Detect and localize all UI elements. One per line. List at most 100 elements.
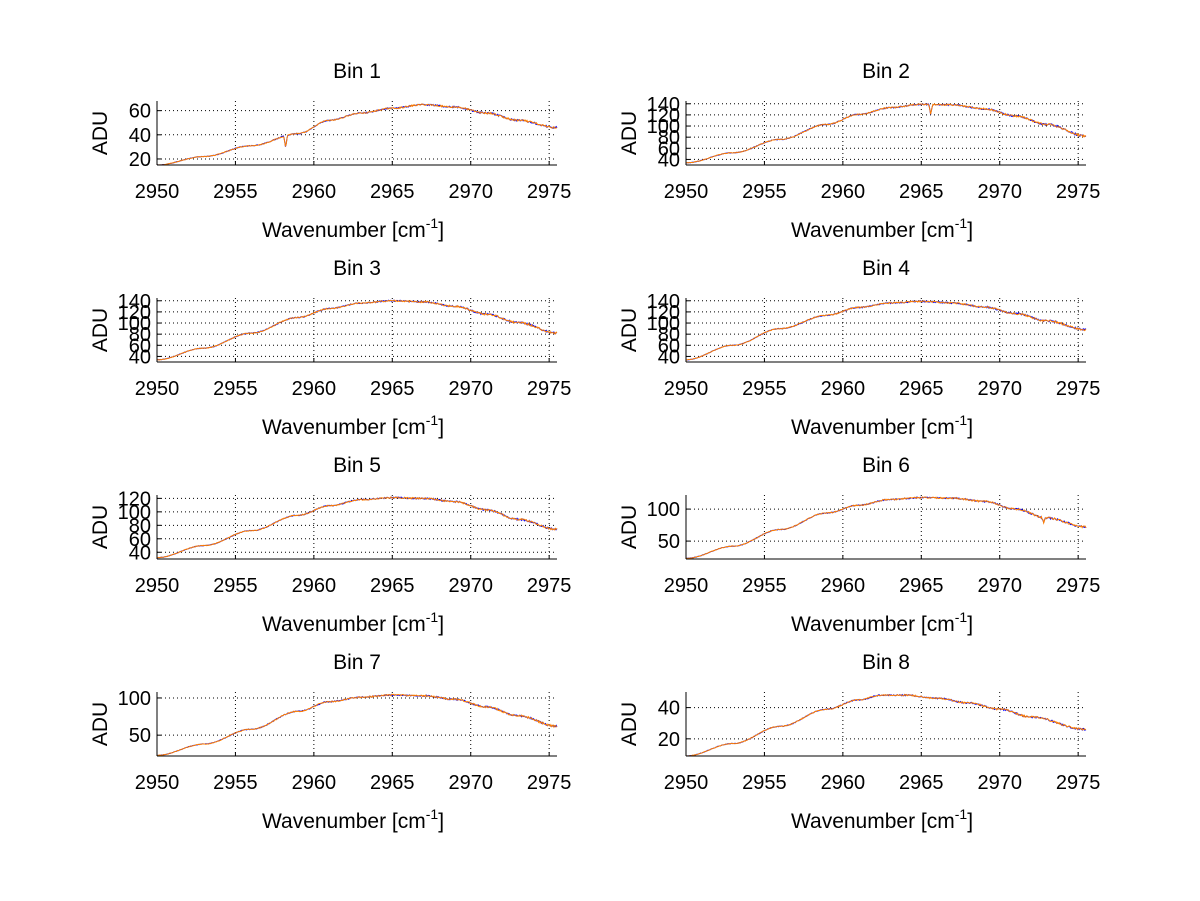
y-tick-label: 40 — [658, 149, 680, 171]
x-tick-label: 2955 — [742, 378, 787, 400]
y-tick-label: 120 — [118, 488, 151, 510]
x-axis-title-end: ] — [967, 219, 973, 242]
y-tick-label: 40 — [658, 698, 680, 720]
x-axis-title-end: ] — [967, 416, 973, 439]
x-tick-label: 2970 — [977, 181, 1022, 203]
y-tick-label: 60 — [129, 335, 151, 357]
y-tick-label: 80 — [129, 515, 151, 537]
y-tick-label: 60 — [129, 101, 151, 123]
y-tick-label: 140 — [647, 94, 680, 116]
x-axis-title-main: Wavenumber [cm — [791, 810, 955, 833]
panel-title: Bin 5 — [333, 454, 381, 477]
x-tick-label: 2960 — [292, 575, 337, 597]
x-tick-label: 2965 — [370, 378, 415, 400]
y-tick-label: 50 — [129, 725, 151, 747]
series-line-orange — [685, 496, 1087, 559]
x-tick-label: 2950 — [135, 575, 180, 597]
y-tick-label: 60 — [129, 529, 151, 551]
y-tick-label: 140 — [647, 291, 680, 313]
y-tick-label: 40 — [129, 542, 151, 564]
x-axis-title-superscript: -1 — [955, 806, 968, 822]
x-tick-label: 2950 — [135, 772, 180, 794]
y-axis-title: ADU — [89, 111, 112, 155]
x-axis-title-end: ] — [438, 219, 444, 242]
y-tick-label: 140 — [118, 291, 151, 313]
y-axis-title: ADU — [89, 702, 112, 746]
x-tick-label: 2950 — [135, 181, 180, 203]
series-line-blue — [685, 693, 1087, 757]
y-tick-label: 40 — [129, 125, 151, 147]
x-tick-label: 2970 — [977, 378, 1022, 400]
x-tick-label: 2975 — [1056, 181, 1101, 203]
panel-bin-3: Bin 3 2950 2955 2960 2965 2970 2975 40608010012… — [89, 257, 571, 439]
y-tick-label: 40 — [658, 346, 680, 368]
x-tick-label: 2975 — [1056, 378, 1101, 400]
series-line-blue — [685, 103, 1087, 164]
x-tick-label: 2965 — [899, 772, 944, 794]
x-axis-title: Wavenumber [cm-1] — [791, 215, 973, 242]
y-axis-title: ADU — [89, 505, 112, 549]
y-tick-label: 60 — [658, 138, 680, 160]
x-axis-title-superscript: -1 — [426, 609, 439, 625]
y-tick-label: 100 — [118, 688, 151, 710]
series-line-blue — [685, 496, 1087, 559]
x-tick-label: 2955 — [213, 378, 258, 400]
x-tick-label: 2970 — [977, 772, 1022, 794]
x-axis-title-end: ] — [438, 613, 444, 636]
series-line-orange — [685, 300, 1087, 361]
x-tick-label: 2950 — [664, 181, 709, 203]
x-axis-title: Wavenumber [cm-1] — [262, 806, 444, 833]
x-axis-title-main: Wavenumber [cm — [262, 219, 426, 242]
panel-bin-4: Bin 4 2950 2955 2960 2965 2970 2975 40608010012… — [618, 257, 1100, 439]
x-tick-label: 2955 — [213, 575, 258, 597]
y-tick-label: 60 — [658, 335, 680, 357]
x-tick-label: 2965 — [370, 772, 415, 794]
y-tick-label: 80 — [658, 127, 680, 149]
x-tick-label: 2955 — [742, 575, 787, 597]
y-axis-title: ADU — [618, 702, 641, 746]
x-axis-title-superscript: -1 — [426, 806, 439, 822]
y-tick-label: 100 — [647, 116, 680, 138]
x-axis-title-main: Wavenumber [cm — [262, 810, 426, 833]
x-tick-label: 2960 — [821, 378, 866, 400]
x-tick-label: 2965 — [899, 181, 944, 203]
x-tick-label: 2960 — [292, 181, 337, 203]
x-tick-label: 2965 — [370, 575, 415, 597]
x-axis-title-superscript: -1 — [426, 215, 439, 231]
series-line-blue — [156, 693, 558, 756]
x-tick-label: 2970 — [448, 575, 493, 597]
y-tick-label: 100 — [118, 313, 151, 335]
x-axis-title: Wavenumber [cm-1] — [791, 609, 973, 636]
panel-title: Bin 7 — [333, 651, 381, 674]
panel-bin-6: Bin 6 2950 2955 2960 2965 2970 2975 50 100 Wavenu… — [618, 454, 1100, 636]
x-tick-label: 2955 — [742, 181, 787, 203]
x-axis-title-main: Wavenumber [cm — [262, 613, 426, 636]
panel-title: Bin 4 — [862, 257, 910, 280]
panel-title: Bin 2 — [862, 60, 910, 83]
series-line-orange — [685, 103, 1087, 164]
series-line-blue — [156, 299, 557, 361]
x-tick-label: 2975 — [527, 378, 572, 400]
x-tick-label: 2960 — [821, 772, 866, 794]
x-tick-label: 2950 — [664, 378, 709, 400]
x-axis-title-main: Wavenumber [cm — [791, 219, 955, 242]
y-tick-label: 80 — [129, 324, 151, 346]
x-axis-title-end: ] — [438, 810, 444, 833]
x-tick-label: 2960 — [821, 575, 866, 597]
y-tick-label: 40 — [129, 346, 151, 368]
x-tick-label: 2970 — [977, 575, 1022, 597]
x-tick-label: 2975 — [1056, 575, 1101, 597]
x-tick-label: 2975 — [1056, 772, 1101, 794]
x-axis-title-main: Wavenumber [cm — [262, 416, 426, 439]
y-tick-label: 80 — [658, 324, 680, 346]
series-line-orange — [156, 496, 558, 559]
y-axis-title: ADU — [618, 505, 641, 549]
x-tick-label: 2960 — [292, 378, 337, 400]
x-tick-label: 2955 — [742, 772, 787, 794]
x-tick-label: 2975 — [527, 181, 572, 203]
x-axis-title-end: ] — [438, 416, 444, 439]
x-axis-title-main: Wavenumber [cm — [791, 416, 955, 439]
y-axis-title: ADU — [618, 308, 641, 352]
y-tick-label: 120 — [647, 302, 680, 324]
y-tick-label: 120 — [647, 105, 680, 127]
